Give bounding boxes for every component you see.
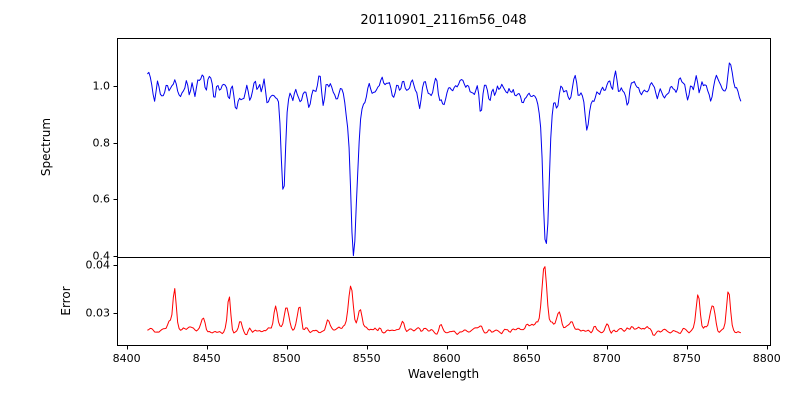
y-tick-label-spectrum: 1.0 [92, 79, 111, 93]
chart-title: 20110901_2116m56_048 [360, 13, 527, 28]
y-tick-label-error: 0.04 [85, 258, 111, 272]
x-tick-label: 8450 [192, 352, 221, 365]
x-tick-label: 8750 [672, 352, 701, 365]
y-tick-label-spectrum: 0.8 [92, 136, 111, 150]
x-axis-label: Wavelength [407, 367, 480, 381]
y-tick-label-spectrum: 0.6 [92, 192, 111, 206]
x-tick-label: 8800 [752, 352, 781, 365]
x-tick-label: 8650 [512, 352, 541, 365]
x-tick-label: 8700 [592, 352, 621, 365]
x-tick-label: 8550 [352, 352, 381, 365]
x-tick-label: 8500 [272, 352, 301, 365]
y-axis-label-spectrum: Spectrum [39, 117, 53, 177]
x-tick-label: 8600 [432, 352, 461, 365]
x-tick-label: 8400 [112, 352, 141, 365]
y-axis-label-error: Error [59, 286, 73, 316]
y-tick-label-spectrum: 0.4 [92, 249, 111, 263]
y-tick-label-error: 0.03 [85, 306, 111, 320]
